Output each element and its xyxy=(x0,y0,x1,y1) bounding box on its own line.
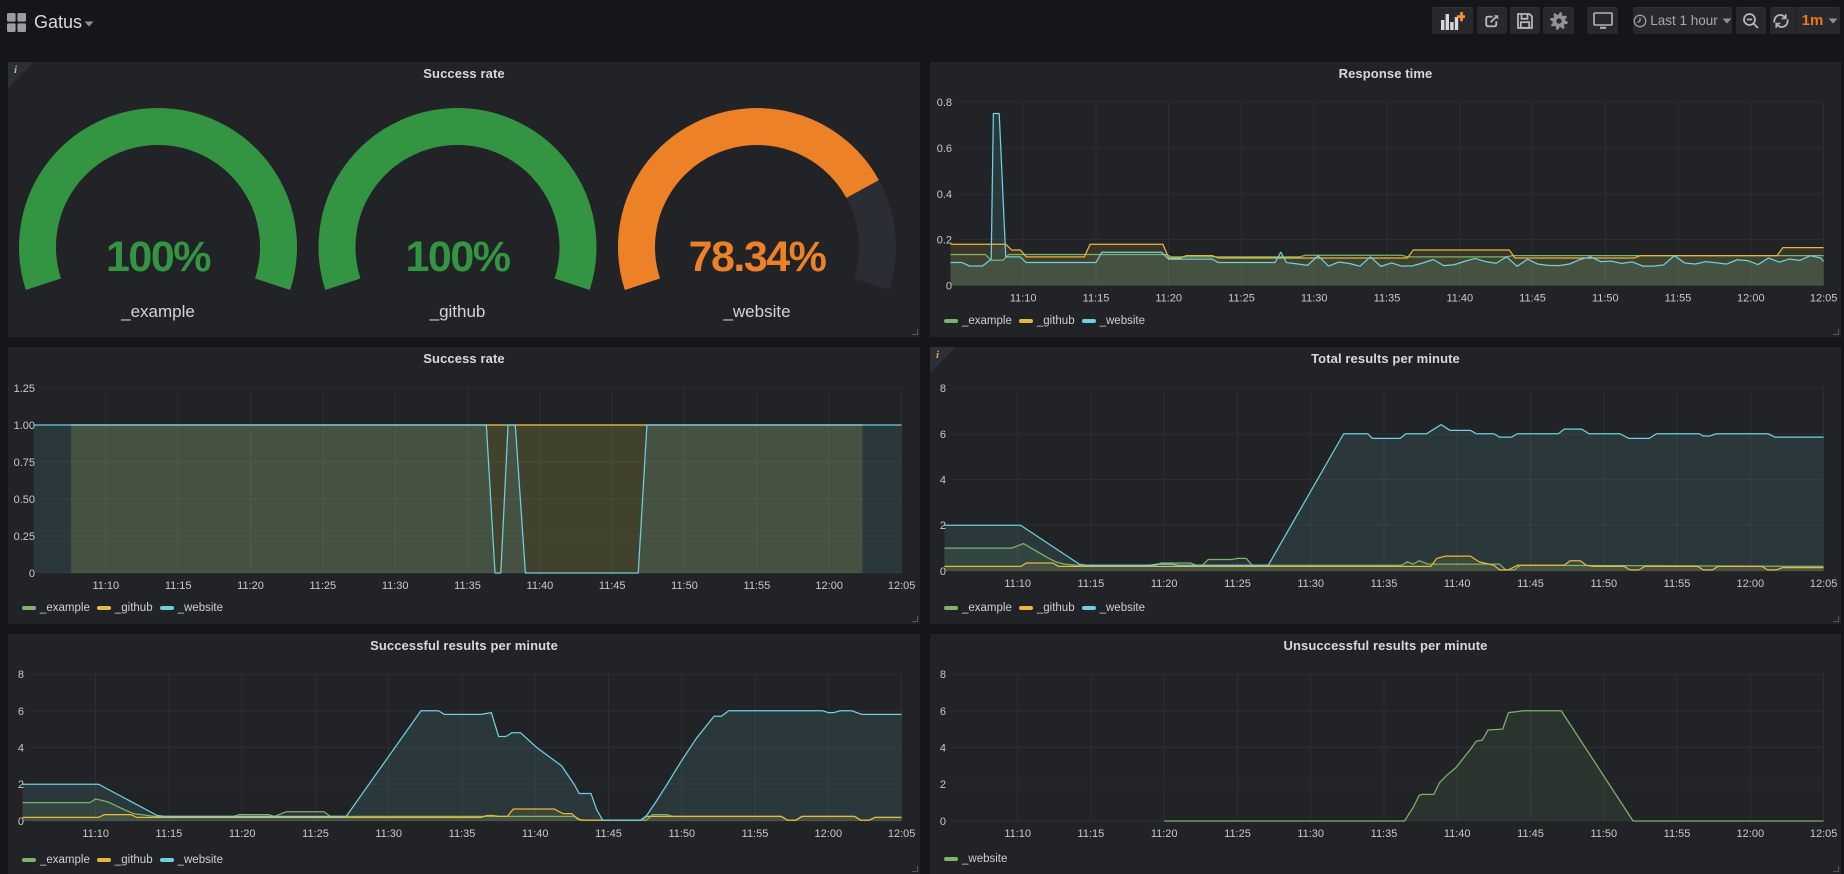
svg-text:11:10: 11:10 xyxy=(1004,828,1031,840)
svg-text:8: 8 xyxy=(940,669,946,681)
svg-text:11:15: 11:15 xyxy=(1078,578,1105,590)
svg-text:0: 0 xyxy=(940,816,946,828)
svg-text:11:35: 11:35 xyxy=(449,828,476,840)
svg-text:0: 0 xyxy=(946,281,952,293)
svg-text:11:10: 11:10 xyxy=(82,828,109,840)
svg-text:11:50: 11:50 xyxy=(668,828,695,840)
svg-text:0: 0 xyxy=(18,816,24,828)
svg-text:0.8: 0.8 xyxy=(937,97,952,109)
svg-text:12:00: 12:00 xyxy=(1737,578,1765,590)
svg-text:11:10: 11:10 xyxy=(1010,293,1037,305)
svg-text:11:50: 11:50 xyxy=(1590,828,1617,840)
svg-text:11:35: 11:35 xyxy=(454,580,481,592)
svg-text:11:50: 11:50 xyxy=(1592,293,1619,305)
svg-text:11:30: 11:30 xyxy=(1297,578,1324,590)
svg-text:11:25: 11:25 xyxy=(309,580,336,592)
svg-text:11:45: 11:45 xyxy=(599,580,626,592)
svg-text:12:05: 12:05 xyxy=(888,580,916,592)
svg-text:12:00: 12:00 xyxy=(1737,828,1765,840)
svg-text:11:35: 11:35 xyxy=(1371,578,1398,590)
svg-text:0.25: 0.25 xyxy=(14,531,35,543)
svg-text:11:55: 11:55 xyxy=(1665,293,1692,305)
svg-text:11:10: 11:10 xyxy=(1004,578,1031,590)
svg-text:11:40: 11:40 xyxy=(1444,578,1471,590)
svg-text:11:55: 11:55 xyxy=(744,580,771,592)
svg-text:12:05: 12:05 xyxy=(888,828,916,840)
svg-text:0.4: 0.4 xyxy=(937,189,952,201)
svg-text:4: 4 xyxy=(940,475,946,487)
svg-text:11:50: 11:50 xyxy=(1590,578,1617,590)
svg-text:11:15: 11:15 xyxy=(1078,828,1105,840)
svg-text:11:30: 11:30 xyxy=(375,828,402,840)
svg-text:0.50: 0.50 xyxy=(14,494,35,506)
svg-text:11:45: 11:45 xyxy=(1519,293,1546,305)
svg-text:0.2: 0.2 xyxy=(937,235,952,247)
svg-text:11:15: 11:15 xyxy=(1083,293,1110,305)
svg-text:12:00: 12:00 xyxy=(815,828,843,840)
svg-text:11:35: 11:35 xyxy=(1374,293,1401,305)
svg-text:0.6: 0.6 xyxy=(937,143,952,155)
svg-text:11:20: 11:20 xyxy=(237,580,264,592)
svg-text:11:10: 11:10 xyxy=(92,580,119,592)
svg-text:11:30: 11:30 xyxy=(1301,293,1328,305)
svg-text:11:40: 11:40 xyxy=(1444,828,1471,840)
svg-text:6: 6 xyxy=(18,706,24,718)
svg-text:11:25: 11:25 xyxy=(1224,828,1251,840)
svg-text:11:45: 11:45 xyxy=(1517,578,1544,590)
svg-text:11:30: 11:30 xyxy=(1297,828,1324,840)
svg-text:11:20: 11:20 xyxy=(229,828,256,840)
svg-text:12:00: 12:00 xyxy=(815,580,843,592)
svg-text:2: 2 xyxy=(18,779,24,791)
svg-text:2: 2 xyxy=(940,779,946,791)
svg-text:12:05: 12:05 xyxy=(1810,578,1838,590)
svg-text:11:55: 11:55 xyxy=(742,828,769,840)
svg-text:0: 0 xyxy=(940,566,946,578)
svg-text:11:20: 11:20 xyxy=(1151,828,1178,840)
svg-text:12:00: 12:00 xyxy=(1737,293,1765,305)
svg-text:11:25: 11:25 xyxy=(1224,578,1251,590)
svg-text:11:35: 11:35 xyxy=(1371,828,1398,840)
svg-text:11:55: 11:55 xyxy=(1664,828,1691,840)
svg-text:11:40: 11:40 xyxy=(1446,293,1473,305)
svg-text:8: 8 xyxy=(18,669,24,681)
svg-text:11:40: 11:40 xyxy=(527,580,554,592)
svg-text:12:05: 12:05 xyxy=(1810,828,1838,840)
svg-text:4: 4 xyxy=(940,743,946,755)
svg-text:6: 6 xyxy=(940,429,946,441)
svg-text:11:45: 11:45 xyxy=(595,828,622,840)
svg-text:12:05: 12:05 xyxy=(1810,293,1838,305)
svg-text:11:50: 11:50 xyxy=(671,580,698,592)
svg-text:11:15: 11:15 xyxy=(165,580,192,592)
svg-text:11:45: 11:45 xyxy=(1517,828,1544,840)
svg-text:0: 0 xyxy=(29,568,35,580)
svg-text:11:15: 11:15 xyxy=(156,828,183,840)
svg-text:4: 4 xyxy=(18,743,24,755)
svg-text:11:25: 11:25 xyxy=(1228,293,1255,305)
svg-text:11:20: 11:20 xyxy=(1155,293,1182,305)
svg-text:11:40: 11:40 xyxy=(522,828,549,840)
svg-text:1.00: 1.00 xyxy=(14,420,35,432)
svg-text:1.25: 1.25 xyxy=(14,383,35,395)
svg-text:6: 6 xyxy=(940,706,946,718)
svg-text:0.75: 0.75 xyxy=(14,457,35,469)
svg-text:11:25: 11:25 xyxy=(302,828,329,840)
svg-text:2: 2 xyxy=(940,520,946,532)
svg-text:8: 8 xyxy=(940,383,946,395)
svg-text:11:30: 11:30 xyxy=(382,580,409,592)
svg-text:11:55: 11:55 xyxy=(1664,578,1691,590)
svg-text:11:20: 11:20 xyxy=(1151,578,1178,590)
